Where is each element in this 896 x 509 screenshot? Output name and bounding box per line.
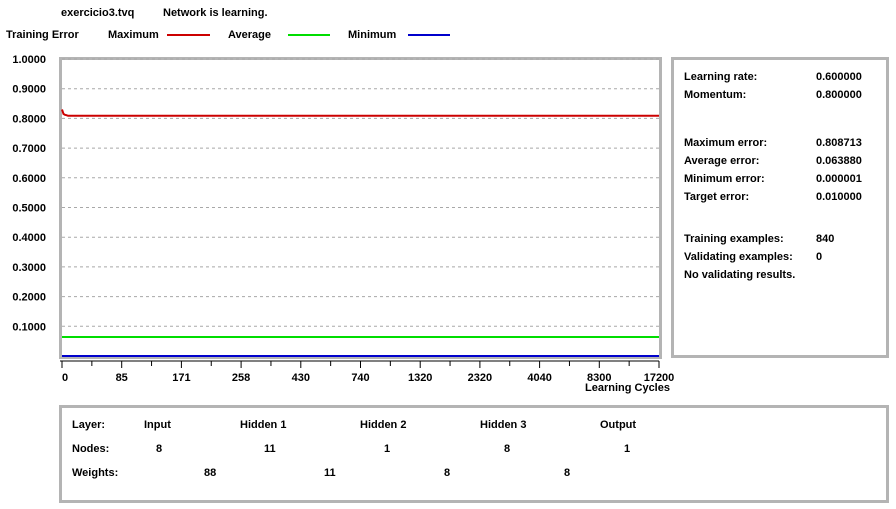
validating-examples-label: Validating examples: <box>684 251 793 263</box>
momentum-value: 0.800000 <box>816 89 862 101</box>
legend-label-minimum: Minimum <box>348 29 397 41</box>
layer-row-label: Layer: <box>72 419 106 431</box>
weights-input-hidden-1: 88 <box>204 467 217 479</box>
x-tick-label: 2320 <box>468 372 492 384</box>
avg-error-value: 0.063880 <box>816 155 862 167</box>
nodes-hidden-2: 1 <box>384 443 391 455</box>
weights-hidden-3-output: 8 <box>564 467 571 479</box>
min-error-value: 0.000001 <box>816 173 862 185</box>
legend-swatch-minimum <box>408 34 450 36</box>
x-tick-label: 85 <box>116 372 128 384</box>
layer-name-hidden-1: Hidden 1 <box>240 419 287 431</box>
max-error-value: 0.808713 <box>816 137 862 149</box>
y-tick-label: 0.2000 <box>12 292 46 304</box>
layer-name-input: Input <box>144 419 171 431</box>
series-line-maximum <box>61 109 659 117</box>
min-error-label: Minimum error: <box>684 173 765 185</box>
nodes-output: 1 <box>624 443 631 455</box>
learning-rate-value: 0.600000 <box>816 71 862 83</box>
layer-name-hidden-3: Hidden 3 <box>480 419 527 431</box>
nodes-hidden-1: 11 <box>264 443 276 455</box>
target-error-value: 0.010000 <box>816 191 862 203</box>
learning-rate-label: Learning rate: <box>684 71 758 83</box>
y-tick-label: 0.7000 <box>12 143 46 155</box>
validating-examples-value: 0 <box>816 251 823 263</box>
legend-label-average: Average <box>228 29 272 41</box>
y-tick-label: 0.5000 <box>12 203 46 215</box>
y-tick-label: 0.4000 <box>12 232 46 244</box>
y-tick-label: 0.1000 <box>12 321 46 333</box>
training-examples-value: 840 <box>816 233 835 245</box>
stats-panel <box>671 57 889 358</box>
y-tick-label: 0.8000 <box>12 113 46 125</box>
x-tick-label: 171 <box>172 372 190 384</box>
nodes-input: 8 <box>156 443 163 455</box>
x-tick-label: 0 <box>62 372 68 384</box>
validating-results-text: No validating results. <box>684 269 796 281</box>
x-tick-label: 4040 <box>527 372 551 384</box>
target-error-label: Target error: <box>684 191 750 203</box>
x-tick-label: 17200 <box>644 372 675 384</box>
y-tick-label: 0.9000 <box>12 84 46 96</box>
legend-swatch-average <box>288 34 330 36</box>
weights-hidden-1-hidden-2: 11 <box>324 467 336 479</box>
legend-label-maximum: Maximum <box>108 29 159 41</box>
network-panel <box>59 405 889 503</box>
x-axis-label: Learning Cycles <box>585 382 670 394</box>
momentum-label: Momentum: <box>684 89 747 101</box>
nodes-hidden-3: 8 <box>504 443 511 455</box>
status-text: Network is learning. <box>163 7 268 19</box>
legend-swatch-maximum <box>167 34 210 36</box>
x-tick-label: 1320 <box>408 372 432 384</box>
max-error-label: Maximum error: <box>684 137 768 149</box>
x-tick-label: 430 <box>292 372 310 384</box>
avg-error-label: Average error: <box>684 155 760 167</box>
training-error-chart: 1.0000 0.9000 0.8000 0.7000 0.6000 0.5000 0.40… <box>12 54 675 384</box>
layer-name-output: Output <box>600 419 637 431</box>
layer-name-hidden-2: Hidden 2 <box>360 419 407 431</box>
nodes-row-label: Nodes: <box>72 443 110 455</box>
weights-hidden-2-hidden-3: 8 <box>444 467 451 479</box>
training-examples-label: Training examples: <box>684 233 784 245</box>
x-tick-label: 8300 <box>587 372 611 384</box>
y-tick-label: 0.6000 <box>12 173 46 185</box>
weights-row-label: Weights: <box>72 467 119 479</box>
x-tick-label: 740 <box>351 372 369 384</box>
y-tick-label: 1.0000 <box>12 54 46 66</box>
y-tick-label: 0.3000 <box>12 262 46 274</box>
chart-title: Training Error <box>6 29 79 41</box>
x-tick-label: 258 <box>232 372 250 384</box>
file-name: exercicio3.tvq <box>61 7 135 19</box>
